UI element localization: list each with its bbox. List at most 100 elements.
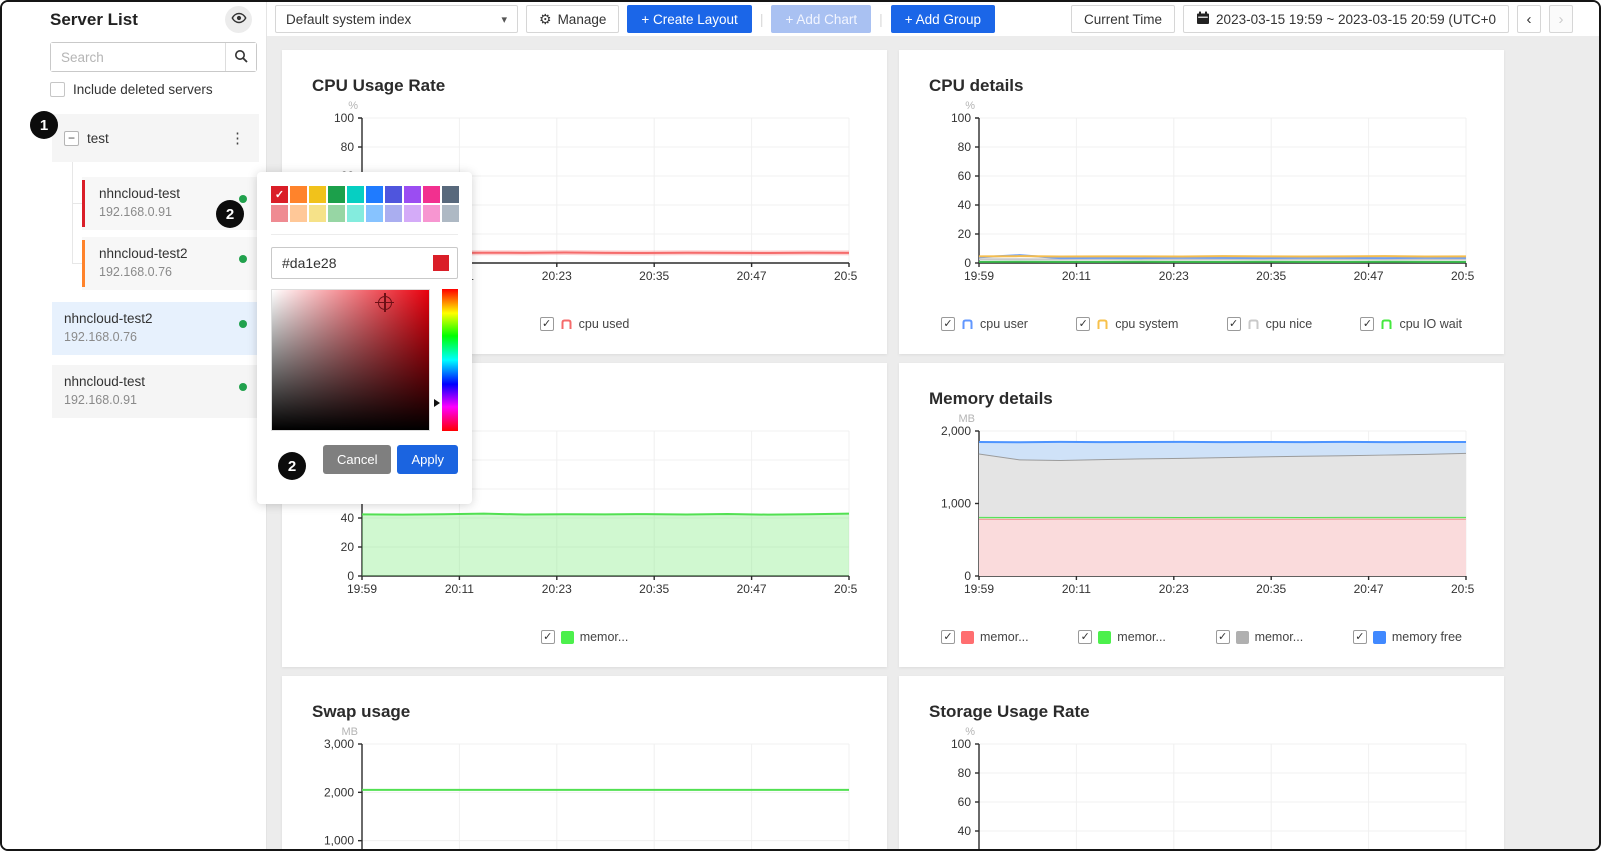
- cancel-button[interactable]: Cancel: [323, 445, 392, 474]
- legend-swatch-icon: [961, 630, 974, 644]
- svg-text:20:59: 20:59: [834, 582, 857, 596]
- hex-color-input[interactable]: [272, 255, 433, 271]
- saturation-area[interactable]: [271, 289, 430, 431]
- palette-color-swatch[interactable]: [385, 186, 402, 203]
- legend-item[interactable]: ✓ cpu used: [539, 317, 629, 331]
- palette-color-swatch[interactable]: [347, 205, 364, 222]
- svg-text:20:35: 20:35: [1256, 582, 1286, 596]
- dashboard-area: CPU Usage Rate 10080604020019:5920:1120:…: [267, 36, 1599, 849]
- svg-text:20:59: 20:59: [1451, 269, 1474, 283]
- color-preview-swatch: [433, 255, 449, 271]
- palette-color-swatch[interactable]: [385, 205, 402, 222]
- palette-color-swatch[interactable]: [442, 205, 459, 222]
- server-group-test[interactable]: − test ⋮: [52, 114, 259, 162]
- manage-button[interactable]: ⚙ Manage: [526, 5, 620, 33]
- hue-slider[interactable]: [442, 289, 458, 431]
- saturation-cursor-icon[interactable]: [375, 292, 395, 312]
- include-deleted-checkbox[interactable]: [50, 82, 65, 97]
- legend-item[interactable]: ✓ memory free: [1352, 630, 1462, 644]
- palette-color-swatch[interactable]: [366, 205, 383, 222]
- palette-color-swatch[interactable]: [404, 186, 421, 203]
- palette-color-swatch[interactable]: [347, 186, 364, 203]
- chart-svg: 10080604020019:5920:1120:2320:3520:4720:…: [951, 726, 1467, 849]
- svg-text:40: 40: [958, 824, 972, 838]
- search-input[interactable]: [51, 43, 225, 71]
- add-group-button[interactable]: + Add Group: [890, 5, 995, 33]
- system-index-select[interactable]: Default system index ▾: [275, 5, 518, 33]
- palette-color-swatch[interactable]: [290, 186, 307, 203]
- svg-text:1,000: 1,000: [941, 497, 971, 511]
- palette-color-swatch[interactable]: ✓: [271, 186, 288, 203]
- legend-item[interactable]: ✓ cpu IO wait: [1360, 317, 1462, 331]
- legend-checkbox[interactable]: ✓: [1078, 630, 1093, 644]
- svg-text:20:23: 20:23: [1159, 269, 1189, 283]
- svg-text:20:23: 20:23: [542, 269, 572, 283]
- legend-checkbox[interactable]: ✓: [1215, 630, 1230, 644]
- status-dot: [239, 195, 247, 203]
- palette-color-swatch[interactable]: [309, 186, 326, 203]
- legend-item[interactable]: ✓ memor...: [540, 630, 628, 644]
- hue-pointer-icon[interactable]: [434, 398, 440, 407]
- tree-connector: [72, 263, 82, 264]
- svg-text:0: 0: [964, 256, 971, 270]
- chart-svg: 3,0002,0001,000019:5920:1120:2320:3520:4…: [324, 726, 850, 849]
- server-item-nhncloud-test[interactable]: nhncloud-test 192.168.0.91: [52, 365, 259, 418]
- search-button[interactable]: [225, 43, 256, 71]
- legend-item[interactable]: ✓ cpu nice: [1226, 317, 1312, 331]
- legend-checkbox[interactable]: ✓: [1352, 630, 1367, 644]
- svg-text:20:47: 20:47: [737, 269, 767, 283]
- legend-item[interactable]: ✓ cpu system: [1076, 317, 1178, 331]
- divider: [271, 234, 458, 235]
- next-range-button[interactable]: ›: [1549, 5, 1573, 33]
- kebab-menu-icon[interactable]: ⋮: [230, 130, 245, 147]
- legend-checkbox[interactable]: ✓: [1360, 317, 1375, 331]
- palette-color-swatch[interactable]: [290, 205, 307, 222]
- palette-color-swatch[interactable]: [404, 205, 421, 222]
- eye-icon: [231, 10, 247, 29]
- svg-text:40: 40: [341, 511, 355, 525]
- legend-item[interactable]: ✓ cpu user: [941, 317, 1028, 331]
- legend-checkbox[interactable]: ✓: [1076, 317, 1091, 331]
- palette-color-swatch[interactable]: [328, 205, 345, 222]
- server-item-nhncloud-test2[interactable]: nhncloud-test2 192.168.0.76: [82, 237, 259, 290]
- legend-checkbox[interactable]: ✓: [1226, 317, 1241, 331]
- create-layout-button[interactable]: + Create Layout: [627, 5, 752, 33]
- legend-checkbox[interactable]: ✓: [539, 317, 554, 331]
- palette-color-swatch[interactable]: [423, 205, 440, 222]
- current-time-button[interactable]: Current Time: [1071, 5, 1176, 33]
- legend-line-icon: [1248, 319, 1259, 329]
- calendar-icon: [1196, 11, 1210, 28]
- legend-checkbox[interactable]: ✓: [540, 630, 555, 644]
- svg-text:60: 60: [958, 795, 972, 809]
- legend-checkbox[interactable]: ✓: [941, 317, 955, 331]
- legend-item[interactable]: ✓ memor...: [941, 630, 1029, 644]
- svg-text:20:59: 20:59: [834, 269, 857, 283]
- legend-checkbox[interactable]: ✓: [941, 630, 955, 644]
- palette-color-swatch[interactable]: [366, 186, 383, 203]
- legend-label: memor...: [980, 630, 1029, 644]
- legend-label: memor...: [1254, 630, 1304, 644]
- visibility-toggle-button[interactable]: [225, 6, 252, 33]
- legend-item[interactable]: ✓ memor...: [1078, 630, 1166, 644]
- prev-range-button[interactable]: ‹: [1517, 5, 1541, 33]
- server-ip: 192.168.0.91: [99, 205, 172, 219]
- apply-button[interactable]: Apply: [397, 445, 458, 474]
- svg-text:20:11: 20:11: [1062, 269, 1091, 283]
- collapse-icon[interactable]: −: [64, 130, 79, 146]
- legend-item[interactable]: ✓ memor...: [1215, 630, 1304, 644]
- palette-color-swatch[interactable]: [442, 186, 459, 203]
- add-chart-button[interactable]: + Add Chart: [771, 5, 872, 33]
- date-range-button[interactable]: 2023-03-15 19:59 ~ 2023-03-15 20:59 (UTC…: [1183, 5, 1509, 33]
- svg-text:20:59: 20:59: [1451, 582, 1474, 596]
- svg-text:19:59: 19:59: [347, 582, 377, 596]
- palette-color-swatch[interactable]: [328, 186, 345, 203]
- svg-text:40: 40: [958, 198, 972, 212]
- palette-color-swatch[interactable]: [309, 205, 326, 222]
- server-item-nhncloud-test2-selected[interactable]: nhncloud-test2 192.168.0.76: [52, 302, 259, 355]
- palette-color-swatch[interactable]: [423, 186, 440, 203]
- svg-text:80: 80: [958, 766, 972, 780]
- palette-color-swatch[interactable]: [271, 205, 288, 222]
- chart-card-memory-usage-rate: 10080604020019:5920:1120:2320:3520:4720:…: [282, 363, 887, 667]
